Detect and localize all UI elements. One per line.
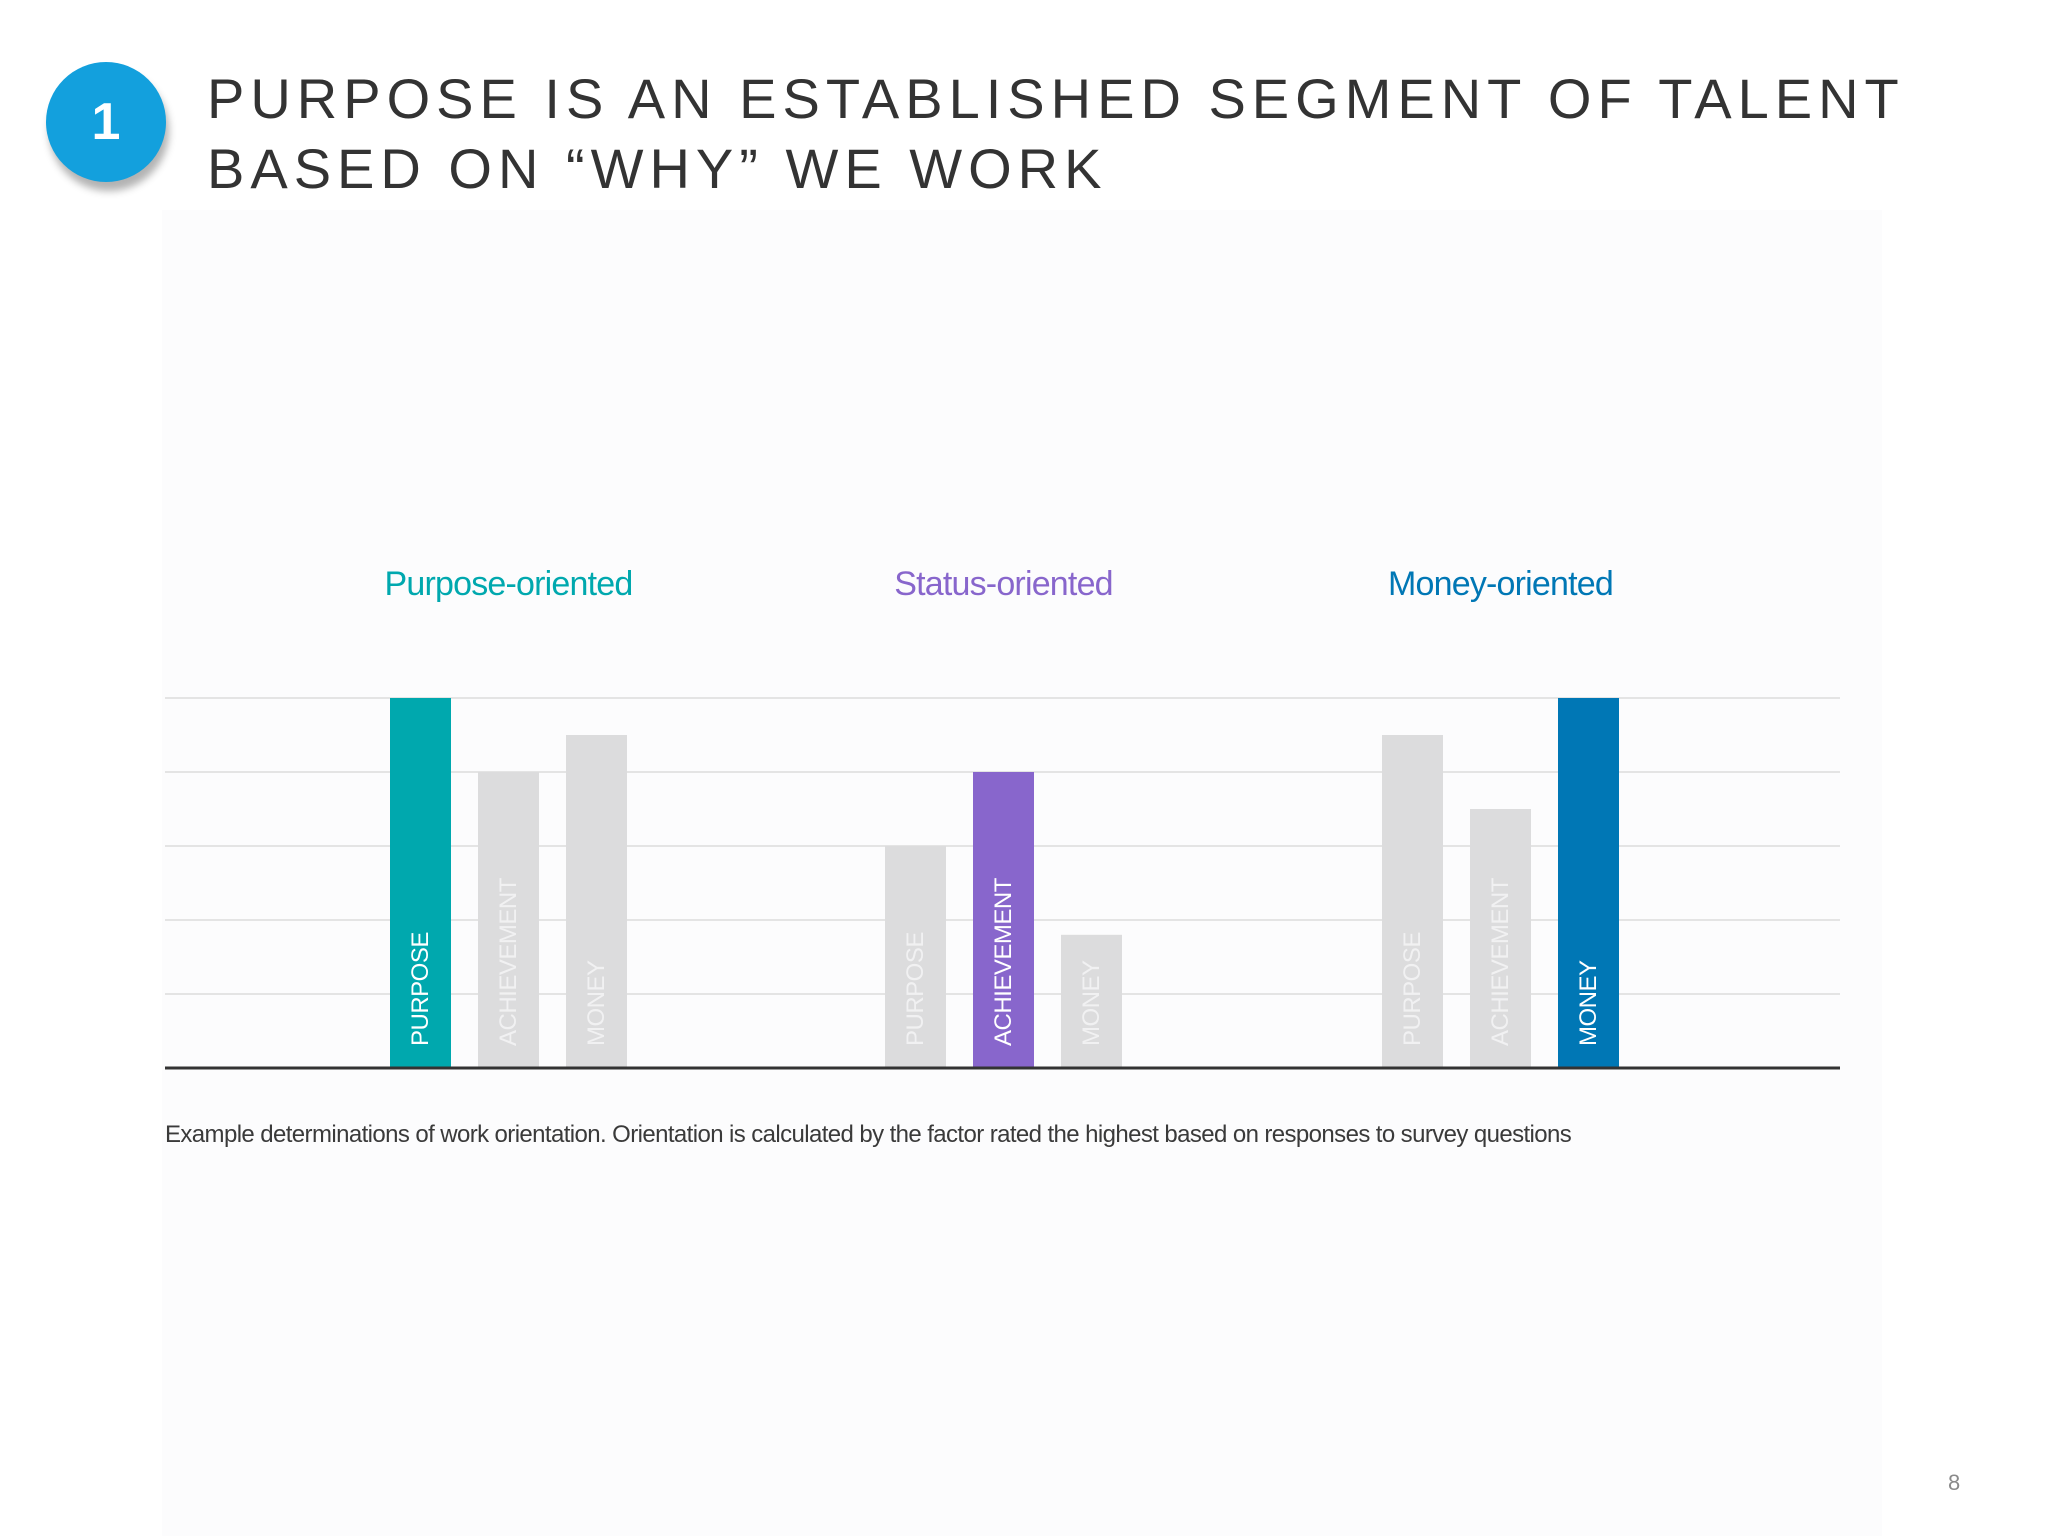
bar-label: MONEY bbox=[1575, 960, 1602, 1046]
bar-label: ACHIEVEMENT bbox=[1487, 877, 1514, 1046]
bar bbox=[973, 772, 1034, 1068]
slide-title-line-1: PURPOSE IS AN ESTABLISHED SEGMENT OF TAL… bbox=[207, 67, 1905, 130]
group-title: Money-oriented bbox=[1388, 565, 1613, 603]
bar bbox=[1470, 809, 1531, 1068]
slide-number-badge: 1 bbox=[46, 62, 166, 182]
bar bbox=[390, 698, 451, 1068]
page-number: 8 bbox=[1948, 1470, 1961, 1495]
bar-label: MONEY bbox=[583, 960, 610, 1046]
bar-label: PURPOSE bbox=[1399, 932, 1426, 1046]
bar-label: PURPOSE bbox=[902, 932, 929, 1046]
slide-title: PURPOSE IS AN ESTABLISHED SEGMENT OF TAL… bbox=[207, 64, 2007, 204]
bar bbox=[1558, 698, 1619, 1068]
group-title: Purpose-oriented bbox=[384, 565, 632, 603]
slide-title-line-2: BASED ON “WHY” WE WORK bbox=[207, 137, 1108, 200]
bar-label: PURPOSE bbox=[407, 932, 434, 1046]
bar bbox=[1061, 934, 1122, 1068]
group-title: Status-oriented bbox=[894, 565, 1113, 603]
bar-label: ACHIEVEMENT bbox=[990, 877, 1017, 1046]
bar bbox=[566, 735, 627, 1068]
chart-caption: Example determinations of work orientati… bbox=[165, 1121, 1572, 1148]
bar bbox=[478, 772, 539, 1068]
bar bbox=[1382, 735, 1443, 1068]
bar-label: MONEY bbox=[1078, 960, 1105, 1046]
bar bbox=[885, 846, 946, 1068]
bar-label: ACHIEVEMENT bbox=[495, 877, 522, 1046]
